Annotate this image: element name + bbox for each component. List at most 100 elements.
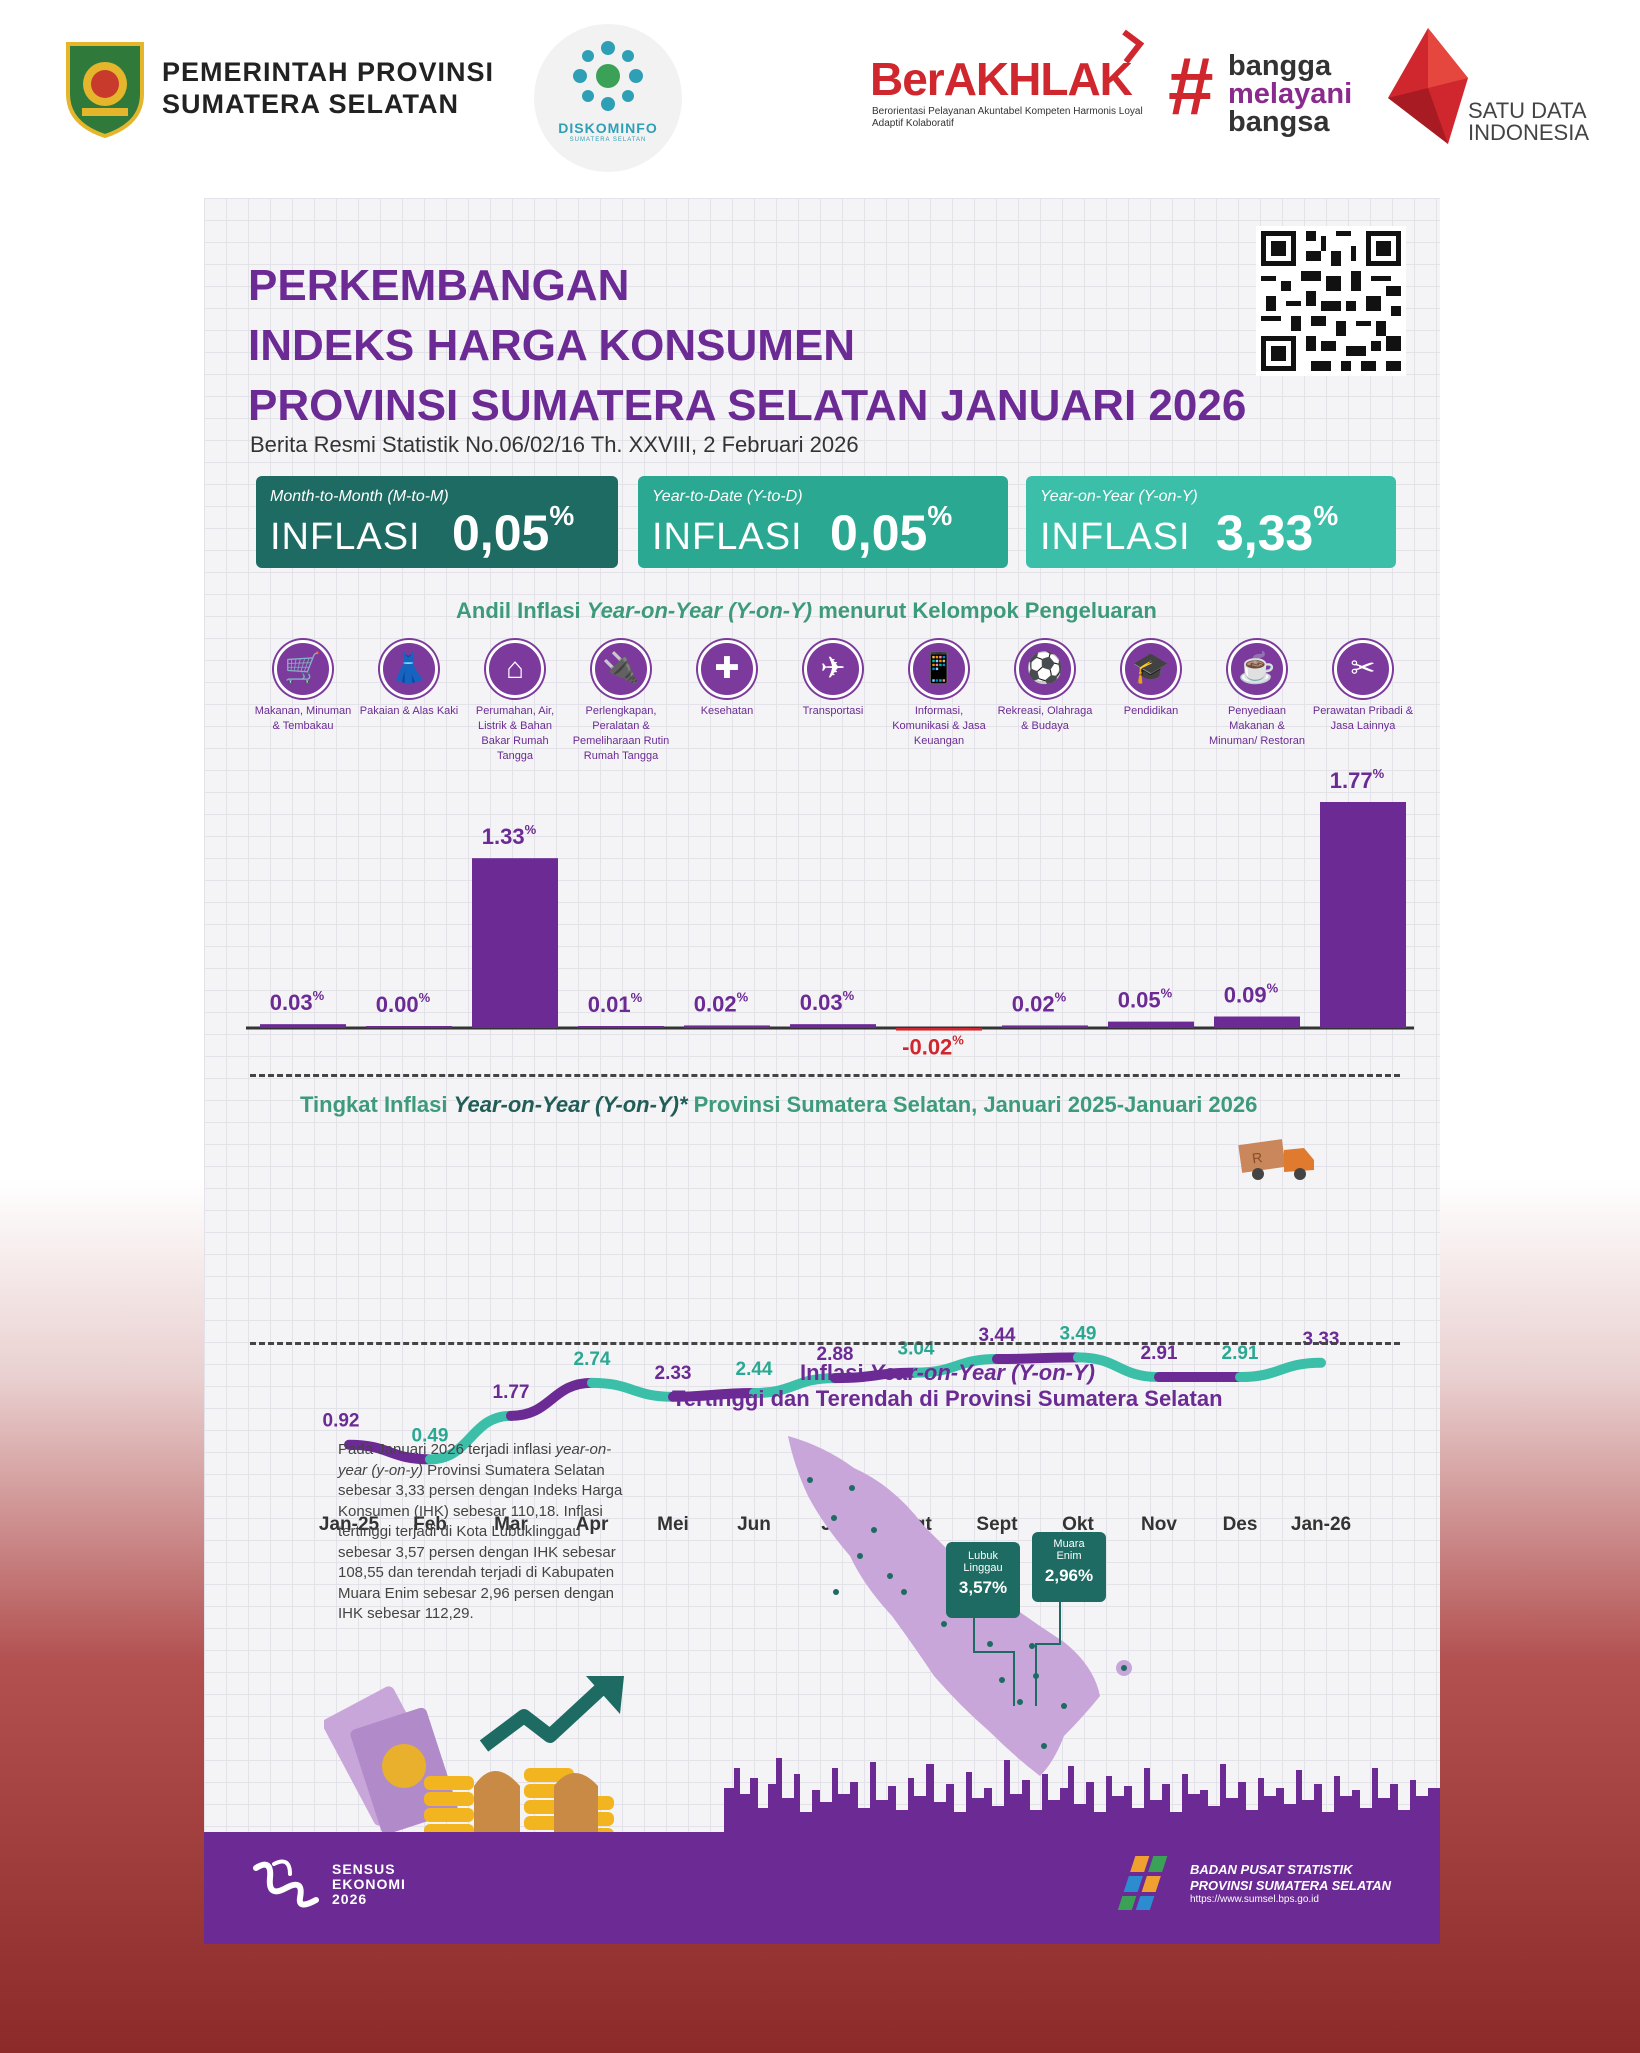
bar-label-10: 1.77% [1330,766,1385,793]
category-glyph-icon: ✚ [698,640,756,698]
bar-1 [366,1026,452,1028]
line-value-label-0: 0.92 [323,1411,360,1432]
satu-data-text: SATU DATA INDONESIA [1468,100,1589,144]
bar-8 [1108,1021,1194,1028]
line-value-label-5: 2.44 [736,1359,773,1380]
bar-label-8: 0.05% [1118,986,1173,1013]
line-value-label-11: 2.91 [1222,1343,1259,1364]
category-label: Perlengkapan, Peralatan & Pemeliharaan R… [572,705,670,762]
ytd-label: Year-to-Date (Y-to-D) [652,488,803,505]
line-x-label-11: Des [1223,1514,1258,1535]
category-icon-4: ✚ Kesehatan [675,640,779,719]
line-x-label-1: Feb [413,1514,447,1535]
line-value-label-10: 2.91 [1141,1343,1178,1364]
line-segment-8 [992,1352,1083,1365]
line-x-label-4: Mei [657,1514,689,1535]
yoy-label: Year-on-Year (Y-on-Y) [1040,488,1198,505]
callout1-name-1: Lubuk [968,1550,998,1562]
line-x-label-0: Jan-25 [319,1514,380,1535]
category-icon-7: ⚽ Rekreasi, Olahraga & Budaya [993,640,1097,734]
inflation-ytd-box: Year-to-Date (Y-to-D) INFLASI 0,05% [638,476,1008,568]
mtm-value: 0,05 [452,505,550,561]
province-name: PEMERINTAH PROVINSI SUMATERA SELATAN [162,56,494,120]
bar-chart-title: Andil Inflasi Year-on-Year (Y-on-Y) menu… [456,598,1157,624]
berakhlak-arrow-icon [1122,29,1145,64]
category-label: Perumahan, Air, Listrik & Bahan Bakar Ru… [475,705,555,762]
bar-4 [684,1025,770,1028]
line-title-a: Tingkat Inflasi [300,1092,454,1117]
category-glyph-icon: ✈ [804,640,862,698]
sumatra-map [788,1436,1132,1776]
bar-label-4: 0.02% [694,989,749,1016]
province-line-2: SUMATERA SELATAN [162,89,459,119]
callout2-value: 2,96% [1044,1566,1094,1585]
mtm-value-wrap: 0,05% [452,500,574,562]
line-chart-title: Tingkat Inflasi Year-on-Year (Y-on-Y)* P… [300,1092,1257,1118]
bps-line-2: PROVINSI SUMATERA SELATAN [1190,1878,1392,1893]
divider-2 [250,1342,1400,1345]
category-icon-9: ☕ Penyediaan Makanan & Minuman/ Restoran [1205,640,1309,749]
page-subtitle: Berita Resmi Statistik No.06/02/16 Th. X… [250,432,859,457]
category-label: Transportasi [802,705,864,717]
line-value-label-2: 1.77 [493,1382,530,1403]
category-glyph-icon: ⚽ [1016,640,1074,698]
bar-2 [472,858,558,1028]
line-x-label-12: Jan-26 [1291,1514,1351,1535]
line-x-label-2: Mar [494,1514,528,1535]
category-icon-3: 🔌 Perlengkapan, Peralatan & Pemeliharaan … [569,640,673,764]
map-title-2: Tertinggi dan Terendah di Provinsi Sumat… [672,1386,1223,1411]
line-title-c: Provinsi Sumatera Selatan, Januari 2025-… [687,1092,1258,1117]
bar-label-5: 0.03% [800,988,855,1015]
category-icon-6: 📱 Informasi, Komunikasi & Jasa Keuangan [887,640,991,749]
bar-label-7: 0.02% [1012,989,1067,1016]
melayani-word: melayani [1228,78,1353,110]
bps-url-link[interactable]: https://www.sumsel.bps.go.id [1190,1894,1319,1905]
map-title-a: Inflasi [800,1360,870,1385]
callout1-value: 3,57% [958,1578,1008,1597]
bar-label-2: 1.33% [482,822,537,849]
summary-paragraph: Pada Januari 2026 terjadi inflasi year-o… [338,1440,638,1625]
sensus-mark-icon [253,1859,319,1908]
line-x-label-10: Nov [1141,1514,1177,1535]
line-segment-3 [587,1377,678,1402]
map-title-b: Year-on-Year (Y-on-Y) [869,1360,1096,1385]
category-glyph-icon: ✂ [1334,640,1392,698]
diskominfo-mark-icon [573,41,643,111]
infographic-card: PERKEMBANGAN INDEKS HARGA KONSUMEN PROVI… [204,198,1440,1944]
category-label: Makanan, Minuman & Tembakau [254,705,352,732]
province-line-1: PEMERINTAH PROVINSI [162,57,495,87]
line-segment-7 [911,1354,1002,1378]
ytd-pct: % [927,500,953,531]
category-label: Perawatan Pribadi & Jasa Lainnya [1312,705,1414,732]
sensus-line-1: SENSUS [332,1861,396,1877]
category-glyph-icon: ☕ [1228,640,1286,698]
qr-code-icon[interactable] [1256,226,1406,376]
category-glyph-icon: 📱 [910,640,968,698]
bar-0 [260,1024,346,1028]
category-icon-5: ✈ Transportasi [781,640,885,719]
svg-text:R: R [1251,1149,1263,1166]
contribution-bar-chart: 0.03% 0.00% 1.33% 0.01% 0.02% 0.03% -0.02% 0.02… [246,766,1414,1060]
line-segment-4 [668,1388,759,1402]
bar-5 [790,1024,876,1028]
line-value-label-12: 3.33 [1303,1329,1340,1350]
sensus-line-3: 2026 [332,1891,368,1907]
yoy-value-wrap: 3,33% [1216,500,1338,562]
category-glyph-icon: 🛒 [274,640,332,698]
bar-label-3: 0.01% [588,990,643,1017]
yoy-value: 3,33 [1216,505,1314,561]
hashtag-symbol: # [1168,41,1214,132]
line-segment-0 [344,1439,435,1465]
para-b: year-on-year (y-on-y) [338,1441,612,1479]
ytd-value: 0,05 [830,505,928,561]
bar-label-0: 0.03% [270,988,325,1015]
category-glyph-icon: 👗 [380,640,438,698]
yoy-pct: % [1313,500,1339,531]
category-icon-0: 🛒 Makanan, Minuman & Tembakau [251,640,355,734]
inflation-yoy-box: Year-on-Year (Y-on-Y) INFLASI 3,33% [1026,476,1396,568]
ytd-word: INFLASI [652,516,803,558]
bps-mark-icon [1118,1856,1168,1910]
satu-data-line-1: SATU DATA [1468,98,1587,123]
callout-lubuklinggau: Lubuk Linggau 3,57% [946,1542,1020,1618]
line-x-label-8: Sept [976,1514,1018,1535]
